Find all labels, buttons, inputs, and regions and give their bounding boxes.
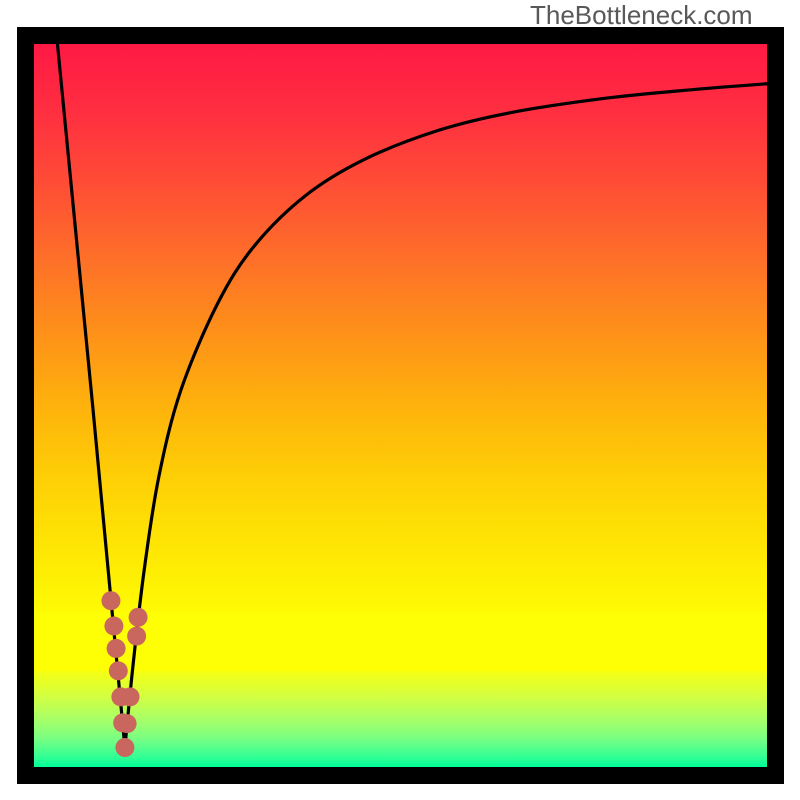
chart-curve-layer (0, 0, 800, 800)
bottleneck-chart: TheBottleneck.com (0, 0, 800, 800)
data-marker (121, 687, 140, 706)
data-marker (129, 608, 148, 627)
curve-right-branch (125, 84, 767, 748)
marker-group (101, 591, 147, 757)
data-marker (104, 617, 123, 636)
data-marker (109, 661, 128, 680)
data-marker (115, 738, 134, 757)
data-marker (101, 591, 120, 610)
data-marker (127, 627, 146, 646)
data-marker (107, 639, 126, 658)
watermark-text: TheBottleneck.com (530, 0, 753, 31)
data-marker (118, 714, 137, 733)
